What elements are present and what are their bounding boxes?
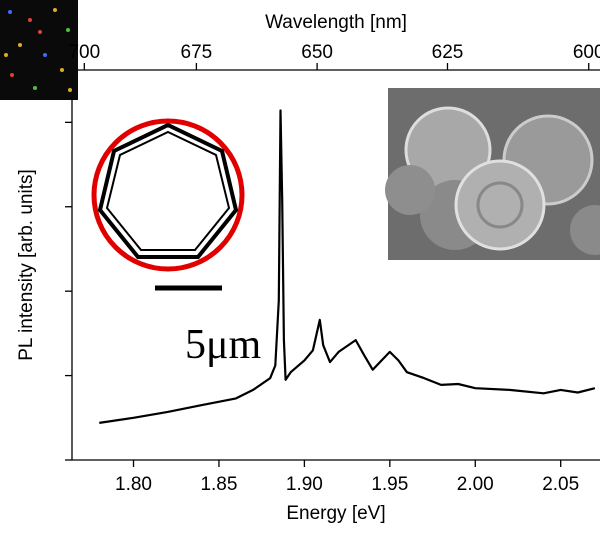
x2-tick-label: 625 bbox=[432, 42, 464, 63]
x-tick-label: 1.85 bbox=[200, 474, 237, 495]
x-tick-label: 2.00 bbox=[457, 474, 494, 495]
x-tick-label: 2.05 bbox=[542, 474, 579, 495]
x-tick-label: 1.95 bbox=[371, 474, 408, 495]
x-tick-label: 1.90 bbox=[286, 474, 323, 495]
photo-inset bbox=[0, 0, 78, 100]
x2-tick-label: 675 bbox=[181, 42, 213, 63]
sem-inset bbox=[385, 88, 600, 260]
mode-path bbox=[97, 122, 239, 259]
spectrum-line bbox=[99, 109, 596, 424]
x-axis-title: Energy [eV] bbox=[286, 503, 385, 524]
x2-tick-label: 650 bbox=[301, 42, 333, 63]
scale-label: 5μm bbox=[185, 322, 262, 368]
photo-background bbox=[0, 0, 78, 100]
ring-diagram: 5μm bbox=[91, 118, 262, 368]
mode-path-inner bbox=[105, 130, 231, 251]
x2-tick-label: 600 bbox=[573, 42, 600, 63]
ring bbox=[91, 118, 245, 272]
y-axis-title: PL intensity [arb. units] bbox=[16, 169, 37, 361]
photo-dots bbox=[4, 8, 72, 92]
x-tick-label: 1.80 bbox=[115, 474, 152, 495]
x2-axis-title: Wavelength [nm] bbox=[265, 12, 407, 33]
x2-tick-label: 700 bbox=[68, 42, 100, 63]
plot-area bbox=[65, 63, 596, 467]
